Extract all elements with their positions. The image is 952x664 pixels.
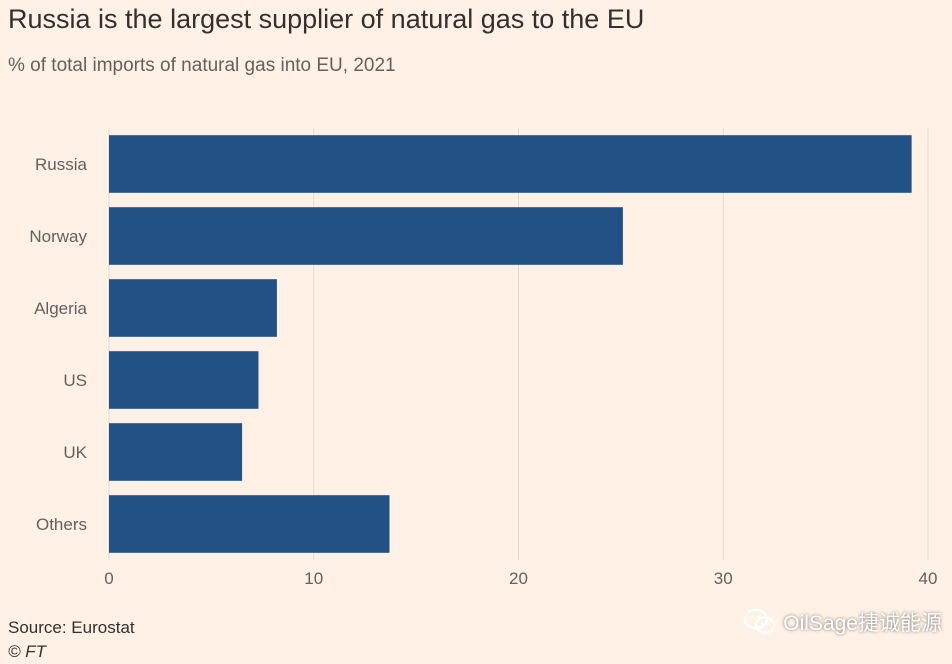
category-label: US (63, 371, 87, 390)
x-tick-label: 0 (104, 569, 113, 588)
source-note: Source: Eurostat (8, 618, 135, 637)
bar-norway (109, 207, 623, 265)
bar-uk (109, 423, 243, 481)
wechat-icon (743, 608, 777, 636)
x-tick-label: 20 (509, 569, 528, 588)
chart-subtitle: % of total imports of natural gas into E… (8, 55, 396, 76)
x-tick-label: 10 (304, 569, 323, 588)
category-label: Norway (29, 227, 87, 246)
x-tick-label: 40 (919, 569, 938, 588)
watermark: OilSage捷诚能源 (743, 607, 942, 637)
bar-us (109, 351, 259, 409)
bar-others (109, 495, 390, 553)
bar-russia (109, 135, 912, 193)
copyright-note: © FT (8, 642, 47, 661)
category-label: Algeria (34, 299, 87, 318)
category-label: Russia (35, 155, 88, 174)
bar-algeria (109, 279, 277, 337)
watermark-text: OilSage捷诚能源 (783, 612, 942, 635)
category-label: Others (36, 515, 87, 534)
chart-title: Russia is the largest supplier of natura… (8, 4, 645, 34)
x-tick-label: 30 (714, 569, 733, 588)
category-label: UK (63, 443, 87, 462)
